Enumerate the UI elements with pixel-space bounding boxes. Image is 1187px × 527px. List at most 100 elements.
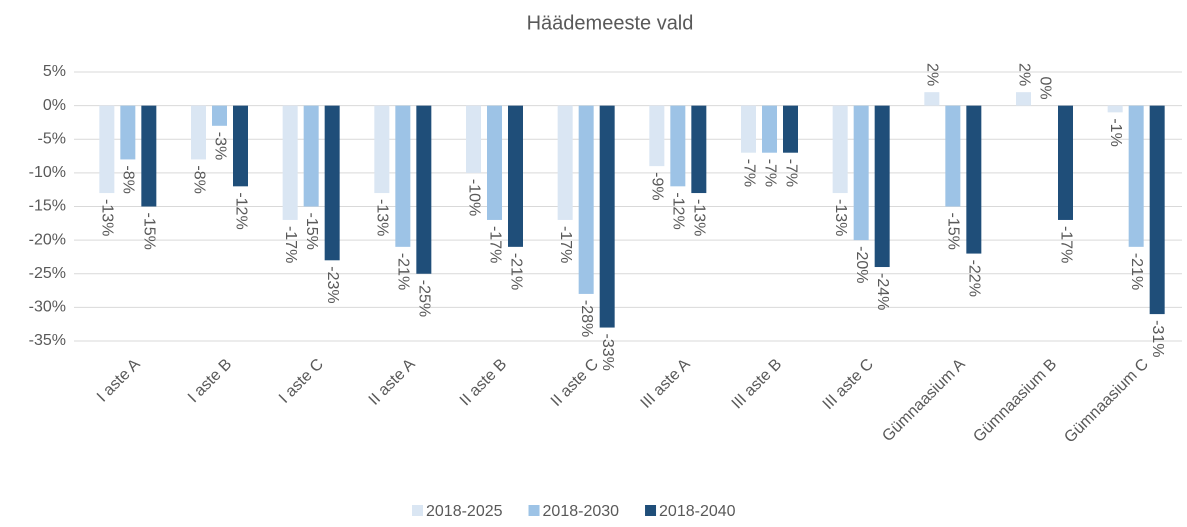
- bar: [832, 105, 848, 194]
- legend-swatch: [528, 505, 540, 516]
- bar: [762, 105, 777, 153]
- y-tick-label: -35%: [29, 332, 66, 349]
- value-label: -17%: [1057, 226, 1074, 263]
- y-tick-label: -25%: [29, 265, 66, 282]
- x-tick-label: III aste A: [638, 356, 694, 412]
- value-label: -24%: [874, 273, 891, 310]
- value-label: -8%: [120, 165, 137, 193]
- bar: [395, 105, 411, 247]
- value-label: -13%: [374, 199, 391, 236]
- bar: [191, 105, 206, 160]
- bar: [1149, 105, 1165, 315]
- x-tick-label: III aste B: [729, 356, 786, 413]
- bar: [466, 105, 481, 173]
- x-tick-label: Gümnaasium C: [1061, 356, 1152, 447]
- value-label: -12%: [232, 192, 249, 229]
- y-tick-label: -5%: [38, 130, 66, 147]
- value-label: -15%: [141, 213, 158, 250]
- bar: [120, 105, 136, 160]
- value-label: -7%: [782, 159, 799, 187]
- value-label: -21%: [1128, 253, 1145, 290]
- bar: [649, 105, 665, 167]
- y-tick-label: -15%: [29, 198, 66, 215]
- value-label: -8%: [190, 165, 207, 193]
- value-label: -25%: [416, 280, 433, 317]
- legend-swatch: [412, 505, 423, 516]
- bar: [1128, 105, 1144, 247]
- bar: [233, 105, 248, 187]
- x-tick-label: I aste A: [94, 356, 144, 406]
- x-tick-label: III aste C: [820, 356, 877, 413]
- x-tick-label: Gümnaasium B: [970, 356, 1060, 446]
- value-label: -13%: [99, 199, 116, 236]
- legend-label: 2018-2030: [543, 503, 620, 520]
- value-label: -23%: [324, 266, 341, 303]
- value-label: -12%: [670, 192, 687, 229]
- y-tick-label: -30%: [29, 299, 66, 316]
- bar: [1058, 105, 1073, 220]
- value-label: -31%: [1149, 320, 1166, 357]
- y-tick-label: -20%: [29, 231, 66, 248]
- bar: [924, 92, 940, 106]
- y-tick-label: 5%: [43, 63, 66, 80]
- bar: [557, 105, 573, 220]
- value-label: 0%: [1036, 77, 1053, 100]
- value-label: 2%: [924, 63, 941, 86]
- bar: [1016, 92, 1031, 106]
- bar: [303, 105, 319, 207]
- value-label: -17%: [282, 226, 299, 263]
- value-label: -21%: [507, 253, 524, 290]
- bar: [324, 105, 340, 261]
- bar: [874, 105, 890, 268]
- bar: [691, 105, 707, 194]
- x-tick-label: I aste C: [276, 356, 327, 407]
- x-tick-label: II aste A: [366, 356, 419, 409]
- bar: [508, 105, 523, 247]
- x-tick-label: Gümnaasium A: [879, 356, 969, 446]
- bar: [282, 105, 298, 220]
- value-label: -21%: [395, 253, 412, 290]
- value-label: -7%: [761, 159, 778, 187]
- x-tick-label: I aste B: [185, 356, 235, 406]
- value-label: -17%: [486, 226, 503, 263]
- bar: [141, 105, 157, 207]
- value-label: -13%: [832, 199, 849, 236]
- y-tick-label: -10%: [29, 164, 66, 181]
- bar: [578, 105, 594, 294]
- value-label: -7%: [740, 159, 757, 187]
- chart-title: Häädemeeste vald: [527, 12, 694, 34]
- bar: [966, 105, 982, 254]
- y-tick-label: 0%: [43, 97, 66, 114]
- value-label: -20%: [853, 246, 870, 283]
- bar: [670, 105, 686, 187]
- bar: [416, 105, 432, 274]
- value-label: -1%: [1107, 118, 1124, 146]
- bar: [945, 105, 961, 207]
- bar: [599, 105, 615, 328]
- bar: [487, 105, 502, 220]
- value-label: -28%: [578, 300, 595, 337]
- value-label: -15%: [945, 213, 962, 250]
- value-label: -15%: [303, 213, 320, 250]
- bar: [1107, 105, 1123, 113]
- value-label: -10%: [465, 179, 482, 216]
- bar: [99, 105, 115, 194]
- legend-label: 2018-2040: [659, 503, 736, 520]
- bar: [853, 105, 869, 241]
- legend-label: 2018-2025: [426, 503, 503, 520]
- value-label: -9%: [649, 172, 666, 200]
- legend-swatch: [645, 505, 657, 516]
- bar: [374, 105, 390, 194]
- value-label: -33%: [599, 334, 616, 371]
- x-tick-label: II aste B: [457, 356, 511, 410]
- value-label: -13%: [691, 199, 708, 236]
- x-tick-label: II aste C: [548, 356, 602, 410]
- bar: [741, 105, 756, 153]
- value-label: -17%: [557, 226, 574, 263]
- bar: [783, 105, 798, 153]
- value-label: 2%: [1015, 63, 1032, 86]
- value-label: -3%: [211, 132, 228, 160]
- bar: [212, 105, 227, 126]
- value-label: -22%: [966, 260, 983, 297]
